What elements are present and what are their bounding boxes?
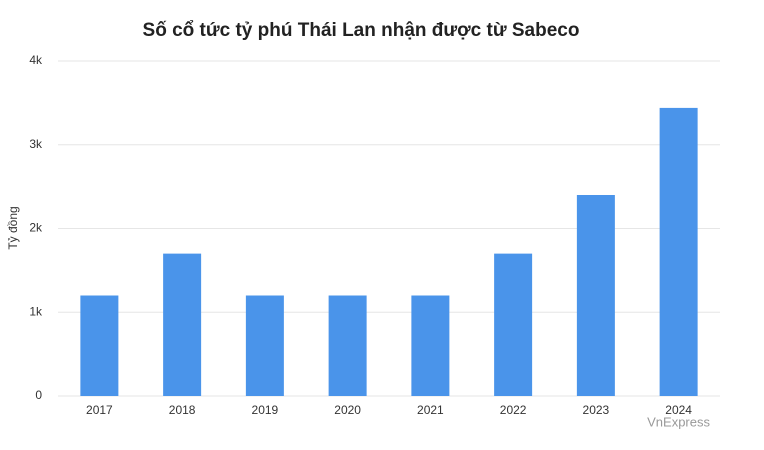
x-tick-label: 2017 <box>86 403 113 417</box>
bar <box>576 195 615 396</box>
x-tick-label: 2020 <box>334 403 361 417</box>
chart-title: Số cổ tức tỷ phú Thái Lan nhận được từ S… <box>143 20 580 41</box>
x-tick-label: 2023 <box>583 403 610 417</box>
x-tick-label: 2019 <box>252 403 279 417</box>
bar <box>328 295 367 396</box>
source: VnExpress <box>647 414 710 429</box>
bar <box>163 253 202 396</box>
x-tick-label: 2021 <box>417 403 444 417</box>
x-tick-label: 2022 <box>500 403 527 417</box>
y-tick-label: 2k <box>29 221 43 235</box>
y-tick-label: 0 <box>35 388 42 402</box>
y-axis-label: Tỷ đồng <box>6 206 20 249</box>
bar <box>80 295 119 396</box>
bar <box>411 295 450 396</box>
y-tick-label: 3k <box>29 137 43 151</box>
y-tick-label: 4k <box>29 53 43 67</box>
bar <box>494 253 533 396</box>
x-tick-label: 2018 <box>169 403 196 417</box>
y-tick-label: 1k <box>29 304 43 318</box>
bar <box>245 295 284 396</box>
x-tick-label: 2024 <box>665 403 692 417</box>
bar <box>659 107 698 397</box>
